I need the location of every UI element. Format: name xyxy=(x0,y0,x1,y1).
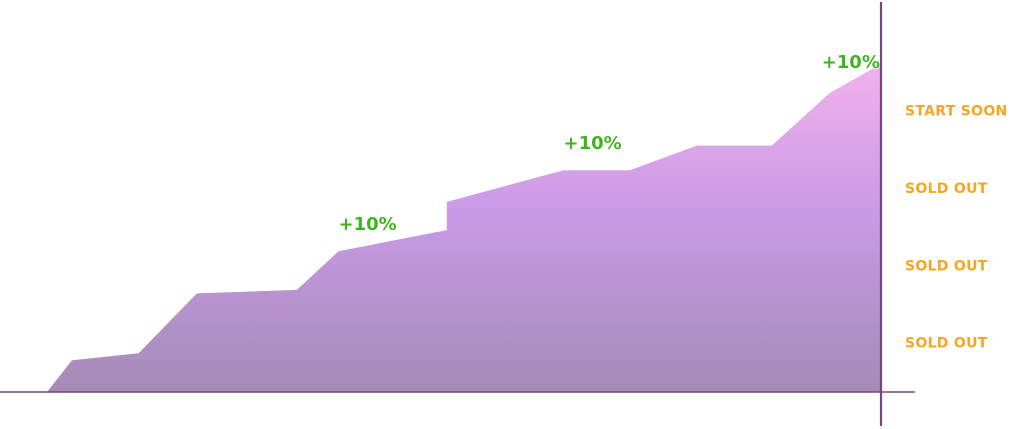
gain-annotation-2: +10% xyxy=(564,133,622,154)
gain-annotations: +10% +10% +10% xyxy=(339,52,880,235)
price-area xyxy=(47,64,880,392)
gain-annotation-1: +10% xyxy=(339,214,397,235)
stage-label-4: SOLD OUT xyxy=(905,336,988,352)
stage-label-1: START SOON xyxy=(905,103,1008,119)
stage-labels: START SOON SOLD OUT SOLD OUT SOLD OUT xyxy=(905,103,1008,352)
gain-annotation-3: +10% xyxy=(822,52,880,73)
stage-label-2: SOLD OUT xyxy=(905,181,988,197)
stage-label-3: SOLD OUT xyxy=(905,258,988,274)
